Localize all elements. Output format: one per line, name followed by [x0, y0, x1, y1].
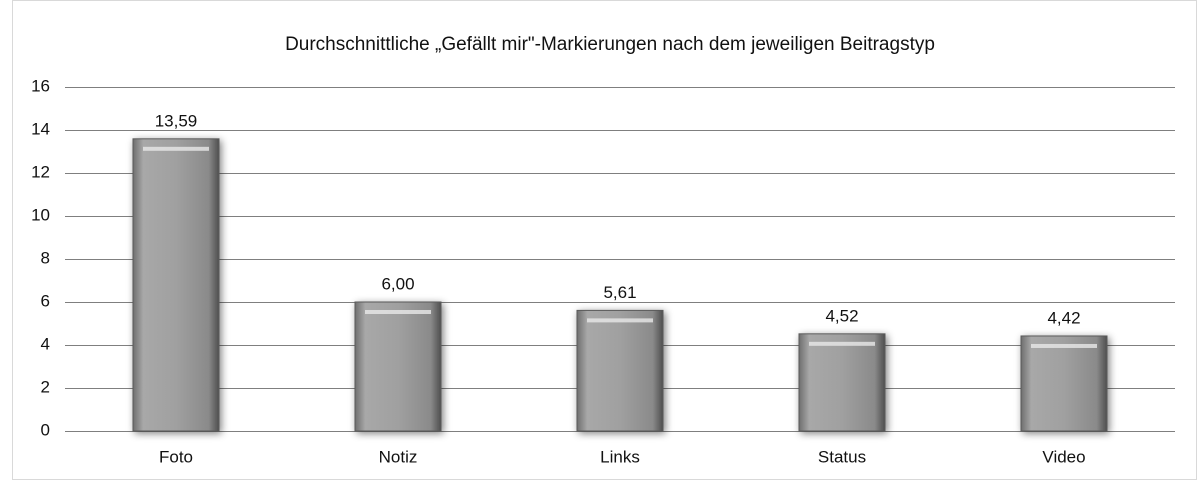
y-tick-label: 2 [41, 377, 50, 396]
chart-title: Durchschnittliche „Gefällt mir"-Markieru… [285, 34, 935, 55]
y-tick-label: 0 [41, 420, 50, 439]
chart-frame [12, 0, 1197, 480]
value-label: 6,00 [381, 274, 414, 293]
x-tick-label: Foto [159, 447, 193, 466]
y-tick-label: 14 [31, 119, 50, 138]
x-tick-label: Links [600, 447, 640, 466]
bar-highlight [143, 146, 209, 151]
bar [798, 333, 886, 432]
bar [132, 138, 220, 432]
x-tick-label: Notiz [379, 447, 418, 466]
value-label: 4,52 [825, 306, 858, 325]
bar [576, 309, 664, 432]
x-tick-label: Status [818, 447, 866, 466]
y-tick-label: 8 [41, 248, 50, 267]
y-tick-label: 12 [31, 162, 50, 181]
y-tick-label: 4 [41, 334, 50, 353]
y-tick-label: 16 [31, 76, 50, 95]
bar-highlight [587, 318, 653, 323]
y-tick-label: 10 [31, 205, 50, 224]
bar-highlight [365, 310, 431, 314]
x-tick-label: Video [1042, 447, 1085, 466]
value-label: 13,59 [155, 111, 198, 130]
value-label: 5,61 [603, 283, 636, 302]
bar-highlight [1031, 343, 1097, 348]
bar [354, 301, 442, 432]
bar [1020, 335, 1108, 432]
y-tick-label: 6 [41, 291, 50, 310]
value-label: 4,42 [1047, 308, 1080, 327]
bar-highlight [809, 341, 875, 346]
